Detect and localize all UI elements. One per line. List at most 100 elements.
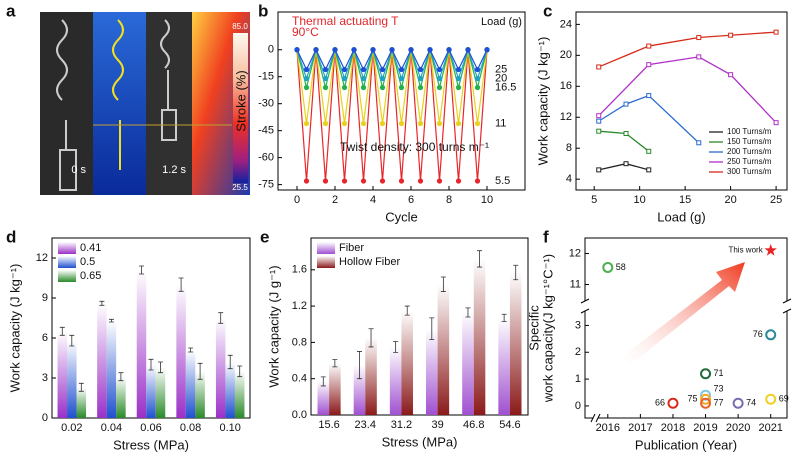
error-bar [237,365,243,378]
panel-label: e [260,227,269,246]
x-tick-label: 10 [481,194,493,206]
x-axis-label: Load (g) [657,209,705,224]
point-label: 58 [616,262,626,272]
y-tick-label: -60 [258,152,274,164]
legend-swatch [58,256,76,268]
error-bar [429,317,435,341]
legend-swatch [58,242,76,254]
y-axis-label: Stroke (%) [233,70,248,131]
bar [389,346,402,415]
data-point [646,167,652,173]
bar [317,381,330,415]
bar [116,376,126,418]
y-axis-label: Specific [526,305,541,351]
x-tick-label: 2 [332,194,338,206]
x-tick-label: 0 [294,194,300,206]
data-point [341,178,348,184]
series-line [598,31,777,68]
x-axis-label: Stress (MPa) [382,434,458,449]
series-label: 5.5 [495,175,510,187]
x-tick-label: 31.2 [391,419,412,431]
data-point [474,66,481,73]
legend-label: 300 Turns/m [727,167,772,176]
error-bar [501,313,507,322]
data-point [351,47,357,53]
x-tick-label: 2018 [661,422,685,434]
data-point [646,43,652,49]
error-bar [440,276,446,292]
data-point [596,64,602,70]
error-bar [218,312,224,324]
fiber-sketch [56,19,77,191]
data-point [341,84,348,91]
error-bar [99,300,105,306]
error-bar [108,318,114,323]
data-point [646,148,652,154]
y-tick-label: -30 [258,98,274,110]
data-point [764,243,777,256]
legend-swatch [317,242,335,254]
data-point [455,75,462,82]
data-point [341,66,348,73]
time-label: 0 s [71,164,86,176]
point-label: 76 [753,329,763,339]
data-point [446,47,452,53]
data-point [474,120,481,127]
data-point [379,120,386,127]
data-point [728,32,734,38]
bar [462,312,474,415]
y-tick-label: -45 [258,125,274,137]
y-tick-label: 20 [560,49,572,61]
data-point [322,178,329,184]
plot-frame [277,11,526,191]
x-tick-label: 2021 [758,422,782,434]
axis-break [590,413,601,423]
y-tick-label: 1.6 [292,264,307,276]
data-point [341,75,348,82]
data-point [427,47,433,53]
data-point [322,66,329,73]
annotation: Thermal actuating T [292,14,399,28]
data-point [484,47,490,53]
x-tick-label: 5 [591,194,597,206]
legend-swatch [58,270,76,282]
color-bar [233,33,248,183]
legend-label: 150 Turns/m [727,137,772,146]
bar [136,270,147,418]
error-bar [368,328,374,348]
data-point [303,120,310,127]
bar [106,320,117,418]
data-point [623,161,629,167]
x-tick-label: 20 [724,194,736,206]
data-point [303,66,310,73]
legend-label: 100 Turns/m [727,127,772,136]
series-label: 11 [495,117,506,129]
series-line [598,56,777,124]
point-label: 71 [714,368,724,378]
fiber-sketch [112,19,124,170]
error-bar [158,361,164,374]
data-point [379,178,386,184]
axis-break-gap [784,301,790,311]
data-point [313,47,319,53]
y-axis-label: work capacity(J kg⁻¹°C⁻¹) [540,254,555,403]
y-tick-label: 1.2 [292,300,307,312]
x-tick-label: 6 [408,194,414,206]
y-tick-label: 1 [575,373,581,385]
data-point [667,397,679,409]
data-point [398,178,405,184]
point-label: 73 [714,384,724,394]
x-tick-label: 0.02 [61,422,82,434]
x-tick-label: 4 [370,194,376,206]
bar [146,364,156,418]
data-point [596,118,602,124]
data-point [773,29,779,35]
data-point [700,397,712,409]
error-bar [393,341,399,353]
data-point [303,178,310,184]
data-point [728,72,734,78]
legend-swatch [317,256,335,268]
data-point [341,120,348,127]
